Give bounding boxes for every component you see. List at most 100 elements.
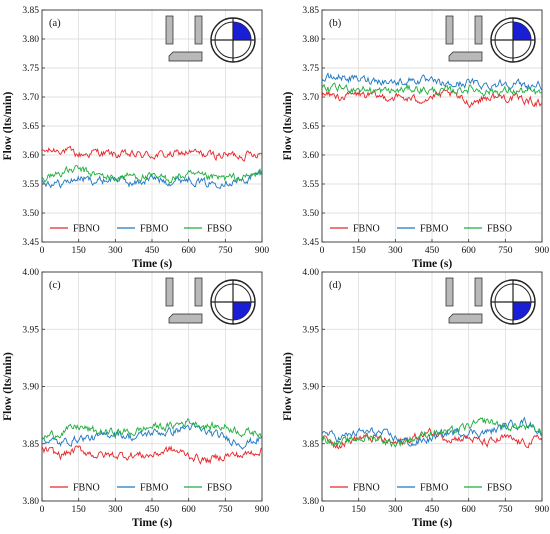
y-tick-label: 4.00 [22, 268, 39, 278]
y-tick-label: 3.50 [22, 209, 39, 219]
series-line-fbso [322, 82, 542, 98]
x-tick-label: 750 [498, 505, 513, 515]
legend-label-fbno: FBNO [353, 483, 380, 494]
legend-label-fbno: FBNO [353, 224, 380, 235]
chart-panel-4: 0 150 300 450 600 750 900 3.80 3.85 3.90 3.95 4.00 T… [282, 268, 549, 529]
x-tick-label: 450 [425, 505, 440, 515]
y-tick-label: 3.85 [302, 440, 319, 450]
x-tick-label: 300 [108, 505, 123, 515]
series-line-fbno [322, 89, 542, 109]
legend-label-fbmo: FBMO [420, 483, 448, 494]
y-tick-label: 3.55 [22, 180, 39, 190]
y-tick-label: 3.65 [302, 122, 319, 132]
chart-panel-2: 0 150 300 450 600 750 900 3.45 3.50 3.55 3.60 3.65 3… [282, 6, 549, 270]
x-tick-label: 750 [218, 246, 233, 256]
x-tick-label: 750 [498, 246, 513, 256]
panel-label: (d) [329, 280, 342, 291]
left-pad-icon [445, 277, 454, 307]
x-tick-label: 150 [72, 505, 87, 515]
bearing-quadrant-icon [165, 15, 256, 63]
chart-panel-3: 0 150 300 450 600 750 900 3.80 3.85 3.90 3.95 4.00 T… [2, 268, 269, 529]
legend-label-fbso: FBSO [207, 224, 232, 235]
y-tick-label: 3.65 [22, 122, 39, 132]
base-pad-icon [448, 313, 483, 324]
x-tick-label: 150 [72, 246, 87, 256]
highlighted-quadrant-icon [233, 22, 251, 40]
x-axis-title: Time (s) [412, 258, 453, 270]
highlighted-quadrant-icon [513, 302, 531, 320]
y-tick-label: 3.80 [22, 497, 39, 507]
right-pad-icon [474, 15, 483, 45]
x-tick-label: 0 [320, 505, 325, 515]
x-tick-label: 600 [462, 505, 477, 515]
y-tick-label: 3.70 [302, 93, 319, 103]
legend-label-fbso: FBSO [487, 224, 512, 235]
legend-label-fbno: FBNO [73, 224, 100, 235]
y-tick-label: 3.95 [22, 325, 39, 335]
y-tick-label: 3.85 [22, 440, 39, 450]
legend-label-fbso: FBSO [487, 483, 512, 494]
left-pad-icon [165, 277, 174, 307]
bearing-quadrant-icon [445, 15, 536, 63]
x-tick-label: 150 [352, 246, 367, 256]
y-tick-label: 3.90 [302, 383, 319, 393]
y-axis-title: Flow (lts/min) [2, 352, 14, 421]
x-axis-title: Time (s) [132, 258, 173, 270]
base-pad-icon [168, 313, 203, 324]
left-pad-icon [445, 15, 454, 45]
y-tick-label: 3.80 [302, 497, 319, 507]
bearing-quadrant-icon [165, 277, 256, 325]
highlighted-quadrant-icon [513, 22, 531, 40]
chart-panel-1: 0 150 300 450 600 750 900 3.45 3.50 3.55 3.60 3.65 3… [2, 6, 269, 270]
x-tick-label: 900 [535, 505, 550, 515]
left-pad-icon [165, 15, 174, 45]
x-axis-title: Time (s) [412, 517, 453, 529]
y-tick-label: 3.75 [302, 64, 319, 74]
series-line-fbmo [322, 416, 542, 447]
x-tick-label: 0 [40, 246, 45, 256]
y-tick-label: 3.80 [302, 35, 319, 45]
y-tick-label: 3.80 [22, 35, 39, 45]
series-line-fbmo [322, 72, 542, 92]
right-pad-icon [474, 277, 483, 307]
x-tick-label: 0 [40, 505, 45, 515]
series-line-fbso [42, 165, 262, 184]
x-axis-title: Time (s) [132, 517, 173, 529]
highlighted-quadrant-icon [233, 302, 251, 320]
y-tick-label: 3.95 [302, 325, 319, 335]
y-tick-label: 3.75 [22, 64, 39, 74]
base-pad-icon [168, 51, 203, 62]
bearing-quadrant-icon [445, 277, 536, 325]
x-tick-label: 450 [145, 505, 160, 515]
series-line-fbso [322, 417, 542, 449]
series-line-fbso [42, 418, 262, 441]
y-axis-title: Flow (lts/min) [2, 91, 14, 160]
right-pad-icon [194, 15, 203, 45]
x-tick-label: 300 [388, 246, 403, 256]
legend-label-fbso: FBSO [207, 483, 232, 494]
y-tick-label: 3.90 [22, 383, 39, 393]
y-axis-title: Flow (lts/min) [282, 91, 294, 160]
base-pad-icon [448, 51, 483, 62]
x-tick-label: 450 [425, 246, 440, 256]
x-tick-label: 0 [320, 246, 325, 256]
x-tick-label: 300 [108, 246, 123, 256]
y-tick-label: 3.60 [302, 151, 319, 161]
legend-label-fbmo: FBMO [140, 483, 168, 494]
legend-label-fbno: FBNO [73, 483, 100, 494]
y-tick-label: 3.45 [22, 238, 39, 248]
x-tick-label: 750 [218, 505, 233, 515]
legend-label-fbmo: FBMO [140, 224, 168, 235]
series-line-fbno [42, 445, 262, 465]
x-tick-label: 150 [352, 505, 367, 515]
panel-label: (a) [49, 18, 61, 29]
x-tick-label: 300 [388, 505, 403, 515]
x-tick-label: 900 [255, 246, 270, 256]
y-tick-label: 4.00 [302, 268, 319, 278]
y-tick-label: 3.60 [22, 151, 39, 161]
x-tick-label: 600 [182, 505, 197, 515]
series-line-fbno [42, 145, 262, 162]
y-tick-label: 3.85 [302, 6, 319, 16]
series-line-fbmo [42, 422, 262, 451]
